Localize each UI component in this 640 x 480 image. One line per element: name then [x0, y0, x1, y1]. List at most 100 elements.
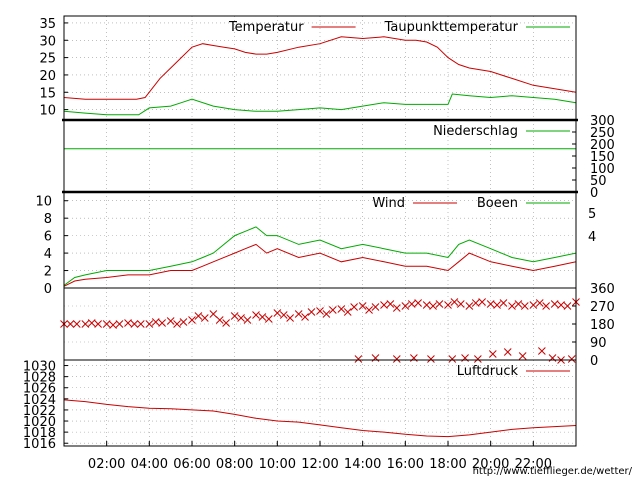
pressure-y-tick: 1026 [23, 382, 56, 397]
wind-direction-point [380, 301, 388, 309]
wind-y-tick-left: 8 [44, 212, 52, 227]
wind-y-tick-right: 4 [588, 230, 596, 245]
wind-direction-point [237, 314, 245, 322]
wind-y-tick-left: 2 [44, 265, 52, 280]
x-tick-label: 06:00 [173, 457, 210, 472]
temperature-y-tick: 30 [39, 34, 56, 49]
pressure-y-tick: 1024 [23, 393, 56, 408]
precipitation-y-tick: 300 [590, 114, 615, 129]
wind-direction-point [273, 309, 282, 317]
wind-direction-point [392, 355, 401, 363]
series-line-boeen [63, 226, 577, 286]
wind-direction-y-tick: 360 [590, 282, 615, 297]
series-line-luftdruck [63, 399, 577, 438]
wind-direction-point [136, 320, 145, 328]
temperature-y-tick: 15 [39, 86, 56, 101]
wind-direction-point [322, 310, 331, 318]
wind-direction-point [87, 319, 96, 327]
wind-direction-point [279, 311, 288, 319]
wind-direction-y-tick: 90 [590, 336, 607, 351]
wind-direction-point [337, 305, 346, 313]
x-tick-label: 10:00 [259, 457, 296, 472]
wind-direction-point [158, 319, 166, 327]
wind-direction-point [407, 300, 416, 308]
wind-direction-point [286, 314, 294, 322]
wind-direction-y-tick: 180 [590, 318, 615, 333]
x-tick-label: 22:00 [515, 457, 552, 472]
wind-direction-point [343, 308, 352, 316]
wind-direction-point [427, 355, 435, 363]
x-tick-label: 08:00 [216, 457, 253, 472]
credit-url: http://www.tiefflieger.de/wetter/ [473, 466, 633, 477]
wind-direction-point [81, 320, 90, 328]
wind-direction-point [194, 312, 203, 320]
wind-direction-point [307, 308, 316, 316]
wind-direction-point [365, 306, 373, 314]
pressure-y-tick: 1028 [23, 371, 56, 386]
wind-y-tick-left: 6 [44, 230, 52, 245]
legend-layer: Taupunkttemperatur Temperatur Niederschlag… [228, 20, 570, 379]
x-tick-label: 12:00 [301, 457, 338, 472]
wind-direction-point [444, 301, 452, 309]
x-tick-label: 04:00 [131, 457, 168, 472]
wind-direction-point [94, 320, 102, 328]
legend-label-wind: Wind [372, 196, 405, 211]
wind-direction-point [465, 302, 474, 310]
wind-direction-point [471, 299, 480, 307]
x-tick-label: 02:00 [88, 457, 125, 472]
wind-direction-point [358, 302, 367, 310]
temperature-y-tick: 25 [39, 52, 56, 67]
precipitation-y-tick: 0 [590, 186, 598, 201]
wind-direction-point [316, 307, 324, 315]
wind-direction-point [557, 301, 565, 309]
wind-direction-point [252, 311, 260, 319]
wind-direction-point [109, 321, 117, 329]
wind-direction-point [72, 320, 81, 328]
wind-direction-point [542, 302, 550, 310]
wind-direction-point [503, 348, 512, 356]
wind-y-tick-right: 5 [588, 207, 596, 222]
wind-direction-point [258, 313, 267, 321]
wind-direction-y-tick: 270 [590, 300, 615, 315]
wind-direction-point [243, 316, 252, 324]
temperature-y-tick: 35 [39, 17, 56, 32]
wind-direction-point [166, 317, 175, 325]
wind-direction-point [450, 298, 459, 306]
wind-direction-point [115, 320, 124, 328]
wind-direction-point [145, 320, 154, 328]
wind-direction-point [422, 301, 431, 309]
legend-label-niederschlag: Niederschlag [433, 124, 518, 139]
pressure-y-tick: 1022 [23, 404, 56, 419]
wind-direction-point [350, 303, 358, 311]
precipitation-y-tick: 100 [590, 162, 615, 177]
wind-direction-point [222, 319, 230, 327]
wind-direction-point [215, 316, 224, 324]
pressure-y-tick: 1020 [23, 415, 56, 430]
wind-direction-point [264, 315, 273, 323]
tick-labels: 3530252015103002502001501005001086420543… [23, 17, 615, 452]
x-tick-label: 20:00 [472, 457, 509, 472]
pressure-y-tick: 1016 [23, 437, 56, 452]
wind-direction-point [392, 304, 401, 312]
wind-direction-point [563, 302, 572, 310]
wind-direction-point [478, 298, 486, 306]
precipitation-y-tick: 150 [590, 150, 615, 165]
wind-direction-point [371, 303, 380, 311]
wind-direction-point [538, 347, 546, 355]
x-tick-label: 16:00 [387, 457, 424, 472]
wind-direction-point [386, 300, 395, 308]
wind-direction-point [550, 300, 559, 308]
wind-direction-point [486, 300, 495, 308]
wind-y-tick-left: 0 [44, 282, 52, 297]
wind-direction-point [414, 299, 422, 307]
wind-direction-point [429, 302, 437, 310]
wind-direction-point [354, 355, 363, 363]
wind-direction-point [567, 355, 576, 363]
temperature-y-tick: 20 [39, 69, 56, 84]
legend-label-taupunkttemperatur: Taupunkttemperatur [384, 20, 519, 35]
panel-frames [62, 15, 578, 447]
wind-direction-point [448, 355, 457, 363]
legend-label-boeen: Boeen [477, 196, 518, 211]
wind-direction-y-tick: 0 [590, 354, 598, 369]
series-line-taupunkttemperatur [63, 93, 577, 116]
